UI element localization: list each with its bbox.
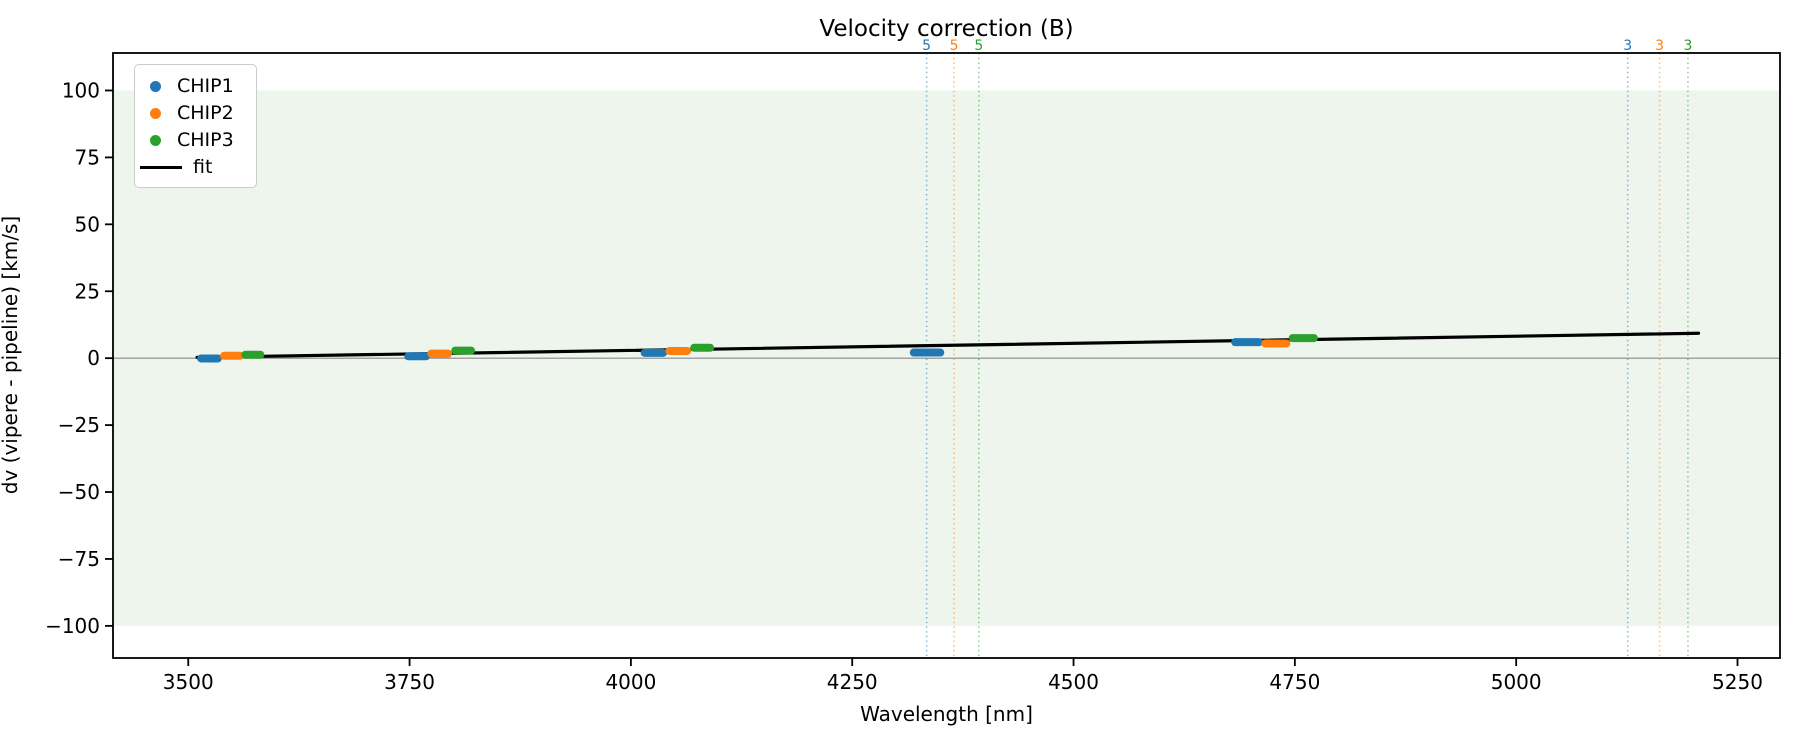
legend: CHIP1 CHIP2 CHIP3 fit — [134, 64, 257, 188]
vline-label-1: 5 — [950, 38, 959, 54]
legend-label-chip3: CHIP3 — [177, 129, 234, 151]
fit-line-icon — [140, 166, 182, 169]
chip3-dot-icon — [150, 135, 161, 146]
cluster-chip1-3 — [909, 348, 945, 357]
legend-item-chip1: CHIP1 — [135, 73, 256, 100]
cluster-chip3-0 — [241, 350, 265, 359]
y-tick-label: 100 — [62, 78, 100, 102]
cluster-chip3-3 — [1288, 334, 1318, 343]
vline-label-3: 3 — [1623, 38, 1632, 54]
y-tick-label: 25 — [75, 279, 100, 303]
cluster-chip1-0 — [197, 354, 222, 363]
vline-label-4: 3 — [1655, 38, 1664, 54]
legend-item-chip3: CHIP3 — [135, 127, 256, 154]
cluster-chip3-1 — [451, 346, 476, 355]
legend-item-fit: fit — [135, 154, 256, 181]
cluster-chip2-2 — [665, 346, 692, 355]
cluster-chip3-2 — [690, 343, 715, 352]
x-tick-label: 4000 — [605, 670, 656, 694]
y-tick-label: −100 — [45, 614, 100, 638]
x-tick-label: 5250 — [1712, 670, 1763, 694]
legend-label-fit: fit — [193, 156, 213, 178]
legend-label-chip1: CHIP1 — [177, 75, 234, 97]
cluster-chip2-3 — [1261, 339, 1291, 348]
y-tick-label: 50 — [75, 212, 100, 236]
vline-label-2: 5 — [974, 38, 983, 54]
y-axis-label: dv (vipere - pipeline) [km/s] — [0, 215, 22, 495]
chip1-dot-icon — [150, 81, 161, 92]
x-tick-label: 3500 — [163, 670, 214, 694]
cluster-chip1-1 — [404, 352, 430, 361]
legend-label-chip2: CHIP2 — [177, 102, 234, 124]
cluster-chip2-1 — [427, 349, 453, 358]
cluster-chip1-2 — [640, 348, 668, 357]
y-tick-label: 0 — [87, 346, 100, 370]
x-tick-label: 5000 — [1491, 670, 1542, 694]
x-tick-label: 4250 — [827, 670, 878, 694]
vline-label-0: 5 — [922, 38, 931, 54]
chip2-dot-icon — [150, 108, 161, 119]
y-tick-label: −50 — [58, 480, 100, 504]
x-tick-label: 3750 — [384, 670, 435, 694]
x-axis-label: Wavelength [nm] — [860, 702, 1033, 726]
legend-item-chip2: CHIP2 — [135, 100, 256, 127]
cluster-chip1-4 — [1231, 338, 1263, 347]
x-tick-label: 4500 — [1048, 670, 1099, 694]
cluster-chip2-0 — [220, 351, 245, 360]
x-tick-label: 4750 — [1269, 670, 1320, 694]
y-tick-label: −25 — [58, 413, 100, 437]
vline-label-5: 3 — [1683, 38, 1692, 54]
y-tick-label: 75 — [75, 145, 100, 169]
chart-title: Velocity correction (B) — [819, 16, 1074, 42]
y-tick-label: −75 — [58, 547, 100, 571]
axes-box — [112, 52, 1781, 659]
